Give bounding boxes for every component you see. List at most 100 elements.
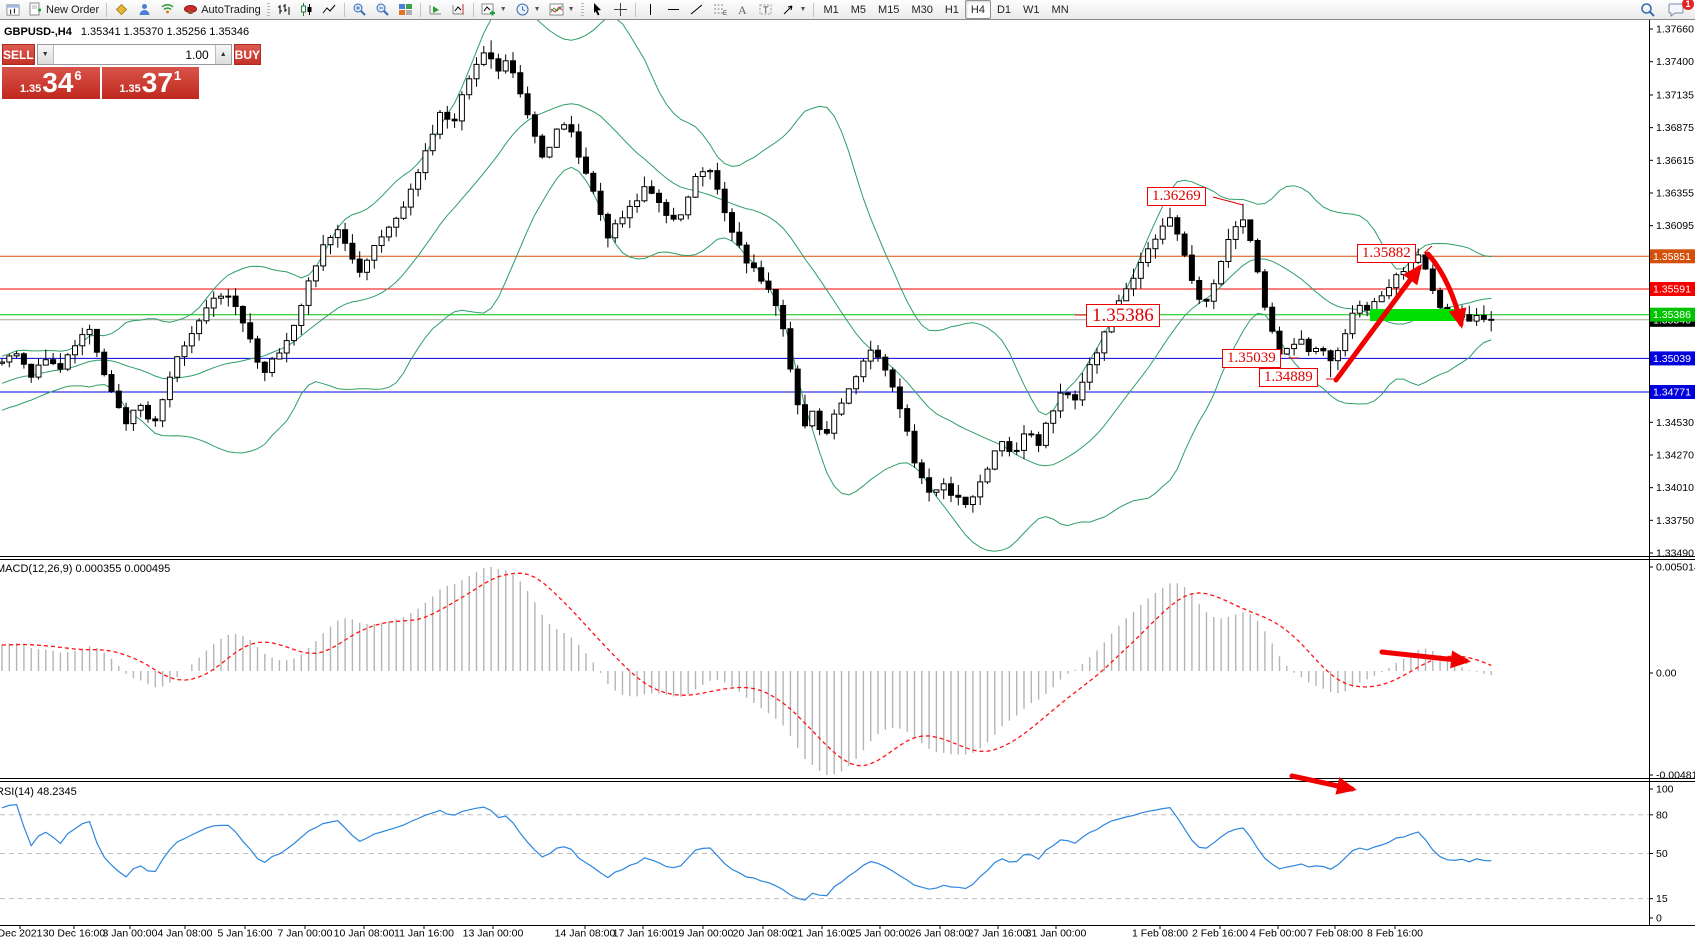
candlestick[interactable]: [232, 295, 239, 308]
candlestick[interactable]: [130, 409, 137, 425]
candlestick[interactable]: [1342, 333, 1349, 352]
candlestick[interactable]: [1415, 254, 1422, 263]
candlestick[interactable]: [86, 328, 93, 336]
candlestick[interactable]: [648, 186, 655, 194]
candlestick[interactable]: [312, 265, 319, 282]
candlestick[interactable]: [1327, 350, 1334, 362]
bollinger-middle-band[interactable]: [1, 103, 1492, 467]
chart-window-icon[interactable]: [2, 0, 24, 19]
candlestick[interactable]: [553, 128, 560, 148]
candlestick[interactable]: [415, 172, 422, 190]
candlestick[interactable]: [42, 359, 49, 366]
autotrading-button[interactable]: AutoTrading: [179, 0, 265, 19]
main-price-panel[interactable]: [0, 4, 1649, 552]
sell-button[interactable]: SELL: [2, 44, 35, 65]
candlestick[interactable]: [641, 186, 648, 202]
candlestick[interactable]: [166, 376, 173, 401]
candlestick[interactable]: [546, 146, 553, 158]
candlestick[interactable]: [685, 196, 692, 216]
candlestick[interactable]: [115, 390, 122, 409]
trend-arrow-price-down[interactable]: [1425, 251, 1467, 329]
price-callout-1.34889[interactable]: 1.34889: [1259, 368, 1318, 387]
candlestick[interactable]: [320, 244, 327, 267]
candlestick[interactable]: [1137, 262, 1144, 279]
candlestick[interactable]: [466, 78, 473, 96]
timeframe-button-M5[interactable]: M5: [850, 3, 867, 16]
community-icon[interactable]: [133, 0, 156, 19]
candlestick[interactable]: [984, 468, 991, 483]
auto-scroll-icon[interactable]: [424, 0, 447, 19]
candlestick[interactable]: [568, 124, 575, 133]
candlestick[interactable]: [714, 170, 721, 190]
candlestick[interactable]: [1378, 295, 1385, 303]
candlestick[interactable]: [298, 305, 305, 326]
candlestick[interactable]: [1269, 306, 1276, 332]
zoom-out-icon[interactable]: [371, 0, 394, 19]
candlestick[interactable]: [20, 353, 27, 365]
candlestick[interactable]: [1313, 348, 1319, 352]
candlestick[interactable]: [1152, 238, 1159, 250]
candlestick[interactable]: [1057, 392, 1064, 412]
candlestick[interactable]: [758, 267, 765, 282]
candlestick[interactable]: [1283, 348, 1290, 355]
candlestick[interactable]: [1371, 301, 1378, 311]
candlestick[interactable]: [196, 320, 203, 335]
candlestick[interactable]: [721, 188, 728, 214]
timeframe-button-W1[interactable]: W1: [1023, 3, 1040, 16]
candlestick[interactable]: [407, 188, 414, 208]
candlestick[interactable]: [860, 360, 867, 378]
candlestick[interactable]: [875, 349, 881, 358]
candlestick[interactable]: [123, 407, 130, 425]
candlestick[interactable]: [656, 192, 662, 204]
candlestick[interactable]: [904, 408, 911, 432]
candlestick[interactable]: [1072, 394, 1079, 401]
candlestick[interactable]: [174, 356, 181, 378]
fibonacci-icon[interactable]: E: [708, 0, 731, 19]
candlestick[interactable]: [692, 176, 699, 198]
vertical-line-icon[interactable]: [639, 0, 662, 19]
candlestick[interactable]: [1386, 287, 1392, 297]
candlestick[interactable]: [1159, 225, 1166, 240]
candlestick[interactable]: [72, 345, 78, 356]
signal-icon[interactable]: [156, 0, 179, 19]
candlestick[interactable]: [473, 63, 480, 80]
candlestick[interactable]: [79, 334, 86, 347]
candlestick[interactable]: [604, 213, 611, 239]
candlestick[interactable]: [101, 351, 108, 376]
candlestick[interactable]: [1422, 254, 1429, 270]
candlestick[interactable]: [1006, 441, 1013, 452]
candlestick[interactable]: [385, 226, 392, 238]
candlestick[interactable]: [955, 494, 962, 498]
candlestick[interactable]: [378, 236, 385, 246]
candlestick[interactable]: [1466, 314, 1473, 322]
candlestick[interactable]: [999, 441, 1006, 452]
candlestick[interactable]: [1429, 268, 1436, 291]
candlestick[interactable]: [867, 349, 874, 362]
candlestick[interactable]: [1218, 261, 1225, 285]
candlestick[interactable]: [539, 135, 546, 158]
candlestick[interactable]: [991, 450, 998, 470]
trend-arrow-price-up[interactable]: [1333, 263, 1422, 383]
candlestick[interactable]: [882, 356, 889, 371]
candlestick[interactable]: [50, 359, 57, 365]
support-zone-highlight[interactable]: [1370, 309, 1458, 321]
trendline-icon[interactable]: [685, 0, 708, 19]
candlestick[interactable]: [772, 289, 779, 306]
new-order-button[interactable]: New Order: [24, 0, 103, 19]
candlestick[interactable]: [707, 170, 714, 173]
zoom-in-icon[interactable]: [348, 0, 371, 19]
candlestick[interactable]: [400, 206, 407, 219]
candlestick[interactable]: [64, 354, 71, 370]
candlestick[interactable]: [896, 386, 903, 410]
candlestick[interactable]: [634, 200, 641, 208]
timeframe-button-M15[interactable]: M15: [878, 3, 900, 16]
candlestick[interactable]: [247, 322, 254, 340]
candlestick[interactable]: [210, 297, 217, 309]
candlestick[interactable]: [283, 340, 290, 354]
search-icon[interactable]: [1636, 0, 1660, 19]
chart-shift-icon[interactable]: [447, 0, 470, 19]
candlestick[interactable]: [239, 306, 246, 324]
candlestick[interactable]: [371, 245, 378, 261]
candlestick[interactable]: [670, 214, 677, 220]
candlestick[interactable]: [364, 259, 370, 273]
